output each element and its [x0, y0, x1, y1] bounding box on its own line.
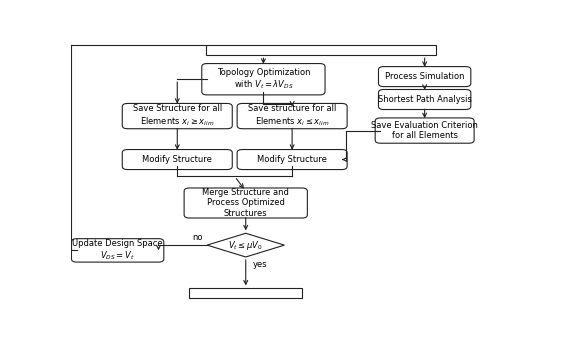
- Text: Topology Optimization
with $V_t =  \lambda V_{DS}$: Topology Optimization with $V_t = \lambd…: [217, 68, 310, 91]
- Bar: [189, 288, 302, 298]
- Text: Shortest Path Analysis: Shortest Path Analysis: [378, 95, 471, 104]
- Text: Save structure for all
Elements $x_i \leq x_{lim}$: Save structure for all Elements $x_i \le…: [248, 104, 336, 128]
- FancyBboxPatch shape: [237, 103, 347, 129]
- Text: Modify Structure: Modify Structure: [142, 155, 212, 164]
- Text: Process Simulation: Process Simulation: [385, 72, 465, 81]
- FancyBboxPatch shape: [375, 118, 474, 143]
- Text: Save Structure for all
Elements $x_i \geq x_{lim}$: Save Structure for all Elements $x_i \ge…: [133, 104, 222, 128]
- FancyBboxPatch shape: [378, 67, 471, 87]
- FancyBboxPatch shape: [184, 188, 307, 218]
- FancyBboxPatch shape: [123, 149, 232, 170]
- FancyBboxPatch shape: [237, 149, 347, 170]
- Text: no: no: [192, 233, 203, 242]
- Text: Update Design Space
$V_{DS} = V_t$: Update Design Space $V_{DS} = V_t$: [72, 239, 163, 262]
- Bar: [206, 45, 435, 55]
- FancyBboxPatch shape: [123, 103, 232, 129]
- Polygon shape: [207, 233, 284, 257]
- FancyBboxPatch shape: [378, 90, 471, 109]
- Text: Modify Structure: Modify Structure: [257, 155, 327, 164]
- FancyBboxPatch shape: [202, 64, 325, 95]
- FancyBboxPatch shape: [71, 239, 164, 262]
- Text: Save Evaluation Criterion
for all Elements: Save Evaluation Criterion for all Elemen…: [371, 121, 478, 140]
- Text: Merge Structure and
Process Optimized
Structures: Merge Structure and Process Optimized St…: [202, 188, 289, 218]
- Text: yes: yes: [253, 260, 267, 268]
- Text: $V_t \leq \mu V_0$: $V_t \leq \mu V_0$: [228, 239, 263, 252]
